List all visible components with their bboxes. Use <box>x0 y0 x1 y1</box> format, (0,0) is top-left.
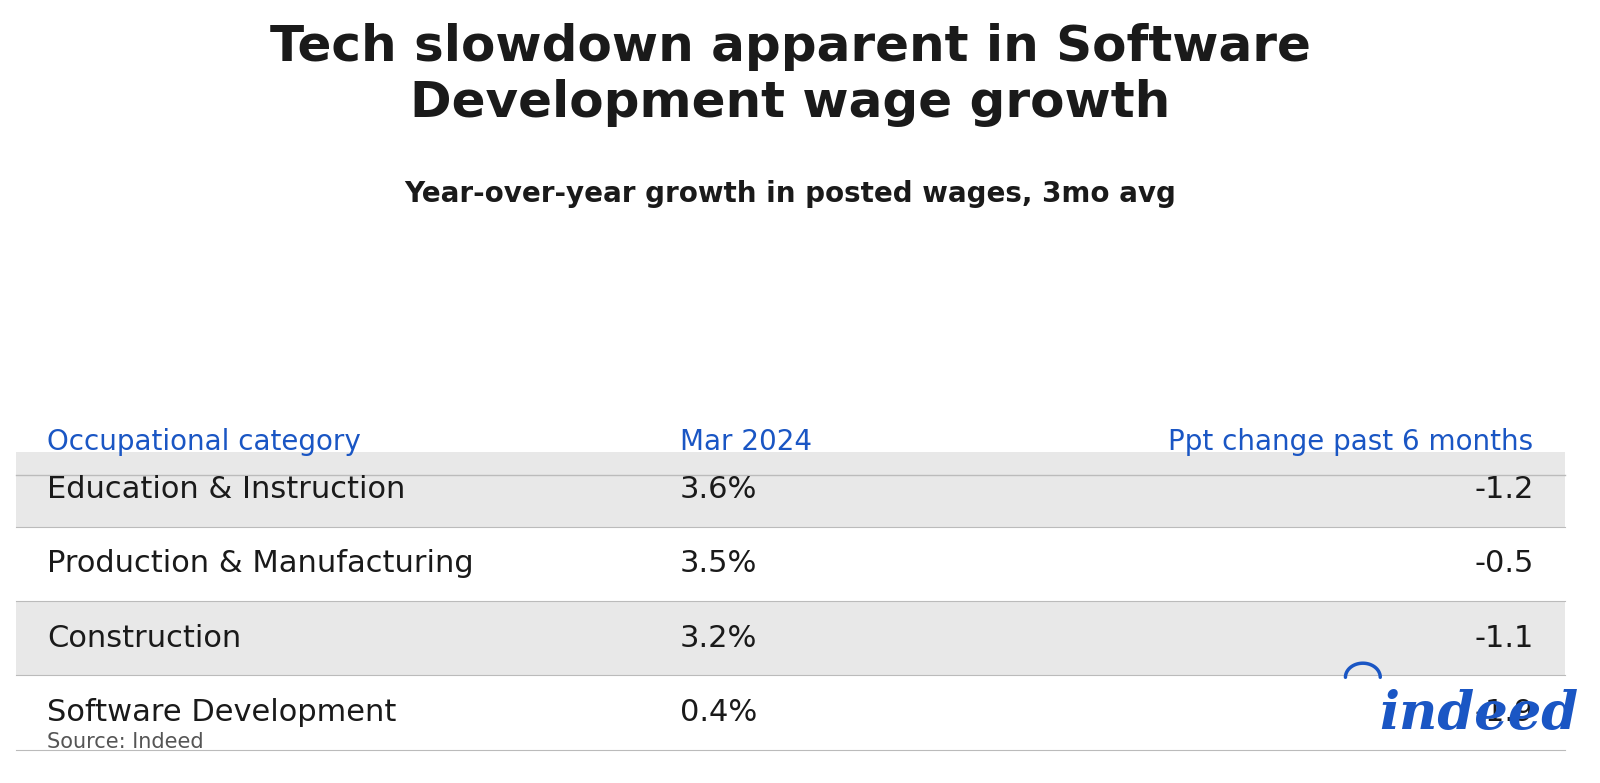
Text: Production & Manufacturing: Production & Manufacturing <box>48 549 474 579</box>
Text: Software Development: Software Development <box>48 698 397 727</box>
Text: 3.5%: 3.5% <box>680 549 757 579</box>
Text: -0.5: -0.5 <box>1474 549 1534 579</box>
FancyBboxPatch shape <box>16 601 1565 675</box>
Text: 0.4%: 0.4% <box>680 698 757 727</box>
Text: -1.2: -1.2 <box>1474 474 1534 504</box>
Text: Year-over-year growth in posted wages, 3mo avg: Year-over-year growth in posted wages, 3… <box>405 180 1176 208</box>
Text: Education & Instruction: Education & Instruction <box>48 474 406 504</box>
Text: Source: Indeed: Source: Indeed <box>48 731 205 752</box>
Text: Construction: Construction <box>48 623 242 653</box>
Text: Ppt change past 6 months: Ppt change past 6 months <box>1168 428 1534 456</box>
Text: -1.9: -1.9 <box>1474 698 1534 727</box>
Text: Occupational category: Occupational category <box>48 428 362 456</box>
Text: 3.6%: 3.6% <box>680 474 757 504</box>
Text: Tech slowdown apparent in Software
Development wage growth: Tech slowdown apparent in Software Devel… <box>270 23 1310 127</box>
Text: indeed: indeed <box>1379 689 1578 740</box>
Text: -1.1: -1.1 <box>1474 623 1534 653</box>
Text: 3.2%: 3.2% <box>680 623 757 653</box>
FancyBboxPatch shape <box>16 452 1565 526</box>
Text: Mar 2024: Mar 2024 <box>680 428 811 456</box>
